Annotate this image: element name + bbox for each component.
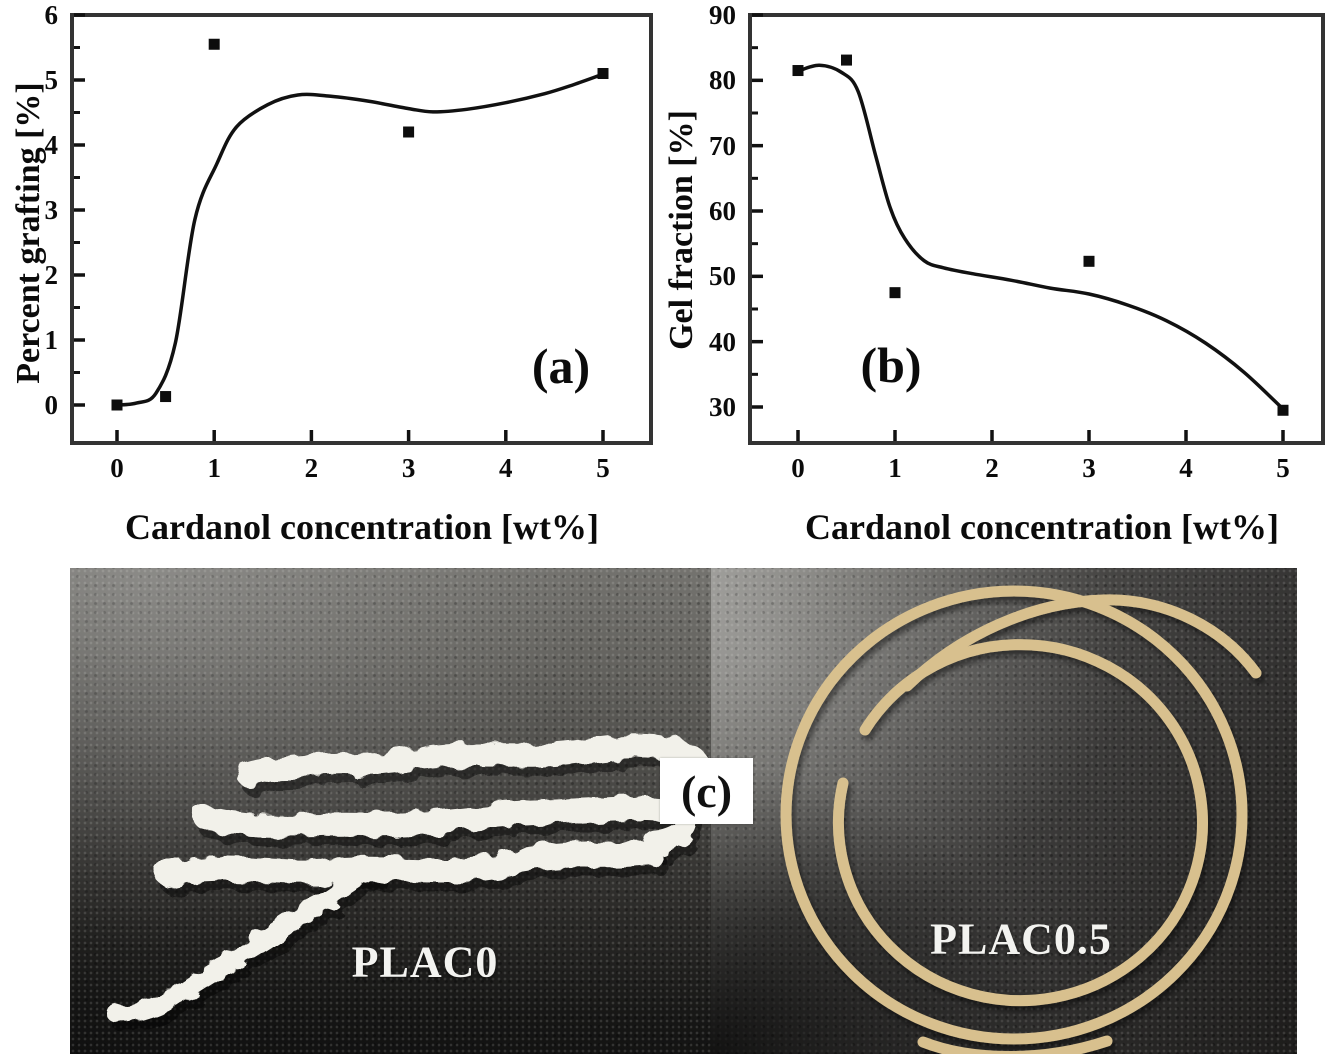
coil-top-tail: [901, 594, 1262, 692]
y-tick-label: 40: [709, 326, 736, 357]
data-point: [160, 391, 172, 403]
chart-b-x-axis-title: Cardanol concentration [wt%]: [805, 507, 1279, 547]
data-point: [597, 68, 609, 79]
chart-a-plot: [70, 13, 653, 445]
plot-frame: [70, 13, 653, 445]
y-tick-label: 5: [44, 65, 59, 95]
y-tick-label: 50: [709, 261, 736, 292]
chart-b: Gel fraction [%] Cardanol concentration …: [663, 0, 1339, 560]
y-tick-label: 60: [709, 196, 736, 226]
data-point: [1083, 255, 1095, 267]
x-tick-label: 2: [304, 453, 319, 483]
strand-4: [106, 860, 380, 1024]
data-point: [403, 126, 415, 138]
coil-inner-loop: [832, 639, 1208, 1007]
strand-3: [155, 840, 661, 887]
x-tick-label: 0: [110, 453, 124, 483]
chart-a: Percent grafting [%] Cardanol concentrat…: [0, 0, 670, 560]
x-tick-label: 5: [1276, 453, 1290, 483]
photo-plac05: PLAC0.5: [711, 568, 1297, 1054]
y-tick-label: 90: [709, 0, 736, 30]
strand-2: [193, 796, 700, 855]
y-tick-label: 6: [44, 0, 59, 30]
coil-bottom-tail: [917, 1035, 1113, 1054]
data-point: [889, 287, 901, 299]
y-tick-label: 30: [709, 392, 736, 422]
x-tick-label: 4: [1179, 453, 1193, 483]
x-tick-label: 0: [791, 453, 805, 483]
y-tick-label: 70: [709, 130, 736, 161]
x-tick-label: 3: [401, 453, 416, 483]
plot-frame: [748, 13, 1325, 445]
photo-label-plac0: PLAC0: [351, 937, 499, 987]
panel-c-label-badge: (c): [660, 758, 753, 824]
x-tick-label: 5: [596, 453, 610, 483]
y-tick-label: 1: [44, 325, 59, 355]
data-point: [111, 399, 123, 411]
y-tick-label: 4: [44, 130, 59, 160]
coil-outer-loop: [780, 585, 1248, 1045]
data-point: [792, 65, 804, 77]
strand-1: [236, 734, 710, 799]
filament-coil-image: [780, 585, 1262, 1054]
panel-c-label: (c): [680, 765, 733, 817]
chart-b-panel-label: (b): [860, 337, 922, 393]
x-tick-label: 2: [985, 453, 999, 483]
chart-b-plot: [748, 13, 1325, 445]
y-tick-label: 80: [709, 65, 736, 96]
data-point: [208, 38, 220, 50]
y-tick-label: 3: [44, 195, 59, 225]
fit-curve: [796, 63, 1285, 411]
x-tick-label: 1: [888, 453, 902, 483]
photo-label-plac05: PLAC0.5: [930, 914, 1112, 964]
data-point: [1277, 404, 1289, 416]
x-tick-label: 4: [499, 453, 513, 483]
y-tick-label: 2: [44, 260, 59, 290]
fit-curve: [115, 72, 605, 407]
x-tick-label: 1: [207, 453, 221, 483]
photo-plac0: PLAC0: [70, 568, 711, 1054]
data-point: [841, 54, 852, 66]
photo-panel: PLAC0 PLAC0.5 (c): [70, 568, 1297, 1054]
y-tick-label: 0: [44, 390, 59, 420]
chart-a-panel-label: (a): [531, 338, 591, 394]
strands: [106, 734, 710, 1024]
filament-coil: [780, 585, 1262, 1054]
chart-a-x-axis-title: Cardanol concentration [wt%]: [125, 507, 599, 547]
x-tick-label: 3: [1082, 453, 1096, 483]
